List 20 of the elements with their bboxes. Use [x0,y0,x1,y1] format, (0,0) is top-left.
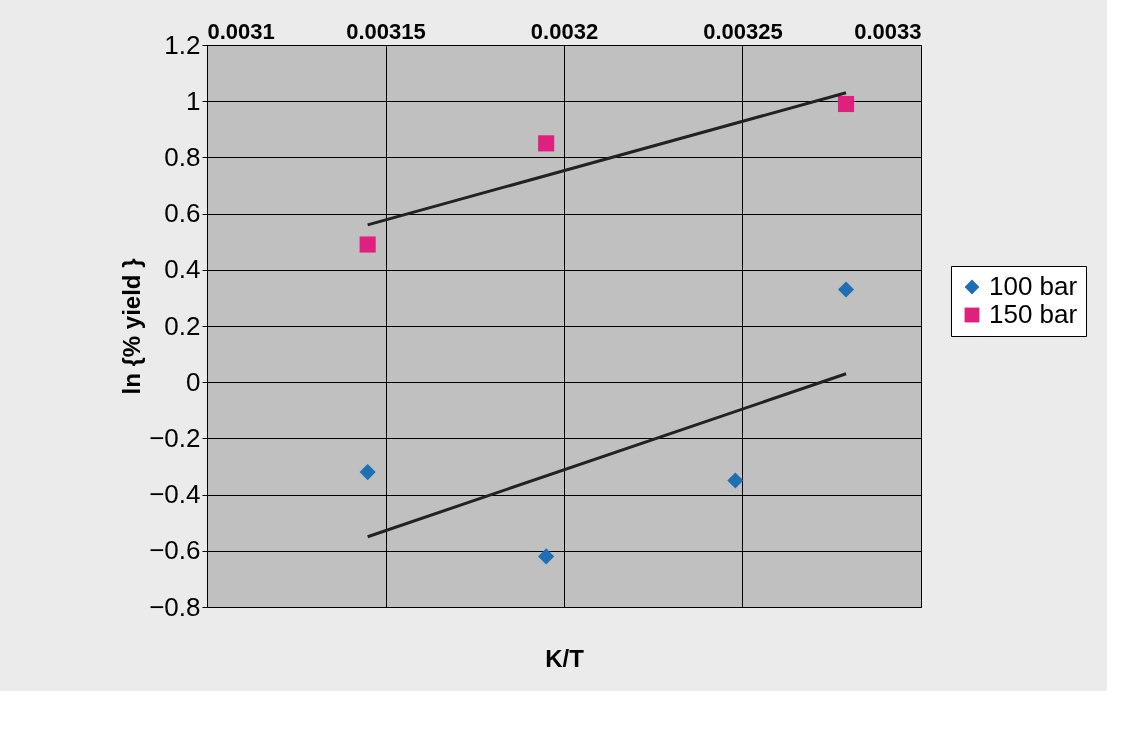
y-tick-label: 0.6 [164,198,201,229]
y-tick-label: −0.6 [149,535,201,566]
y-tick-label: −0.4 [149,479,201,510]
legend-label: 150 bar [989,299,1078,329]
legend-label: 100 bar [989,271,1078,301]
y-tick-label: 0.4 [164,254,201,285]
y-tick-label: 0.2 [164,310,201,341]
x-tick-label: 0.00325 [703,18,783,44]
y-tick-label: 1.2 [164,29,201,60]
y-tick-label: 1 [186,85,201,116]
y-tick-label: −0.2 [149,422,201,453]
x-tick-label: 0.00315 [346,18,426,44]
x-tick-label: 0.0033 [854,18,922,44]
x-axis-title: K/T [545,644,585,672]
y-tick-label: −0.8 [149,591,201,622]
x-tick-label: 0.0032 [530,18,599,44]
y-tick-label: 0 [186,366,201,397]
y-tick-label: 0.8 [164,141,201,172]
x-tick-label: 0.0031 [207,18,275,44]
y-axis-title: ln {% yield } [118,258,146,395]
